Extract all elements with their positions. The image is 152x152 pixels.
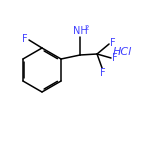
Text: F: F — [100, 68, 106, 78]
Text: F: F — [112, 53, 118, 63]
Text: NH: NH — [73, 26, 87, 36]
Text: 2: 2 — [84, 25, 89, 31]
Text: F: F — [110, 38, 116, 48]
Text: F: F — [22, 34, 28, 44]
Text: HCl: HCl — [112, 47, 132, 57]
